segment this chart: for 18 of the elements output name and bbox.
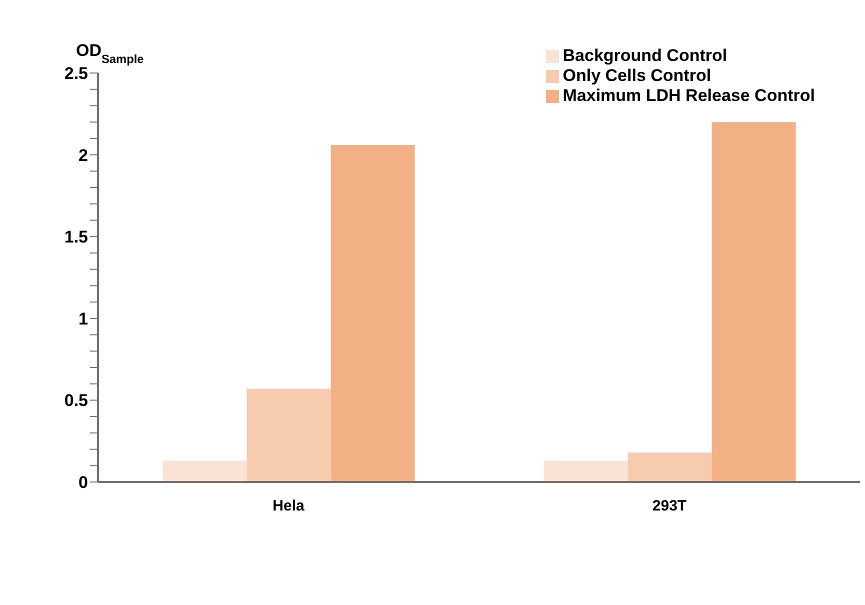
bar	[544, 460, 628, 482]
legend-label: Only Cells Control	[562, 66, 712, 85]
legend-label: Maximum LDH Release Control	[562, 86, 815, 105]
bar	[712, 122, 796, 482]
legend-label: Background Control	[562, 46, 728, 65]
y-tick-label: 2.5	[64, 64, 88, 84]
y-tick-label: 0	[78, 473, 88, 492]
x-tick-label: 293T	[652, 498, 687, 515]
y-tick-label: 2	[78, 146, 88, 165]
x-tick-label: Hela	[272, 498, 305, 515]
bar	[162, 460, 247, 482]
y-tick-label: 1.5	[64, 228, 88, 247]
bar	[628, 452, 712, 482]
bar	[246, 388, 331, 482]
y-tick-label: 0.5	[64, 391, 88, 410]
bar	[330, 144, 415, 482]
y-tick-label: 1	[78, 309, 88, 328]
y-axis-title: OD$_{Sample}$	[76, 41, 144, 66]
